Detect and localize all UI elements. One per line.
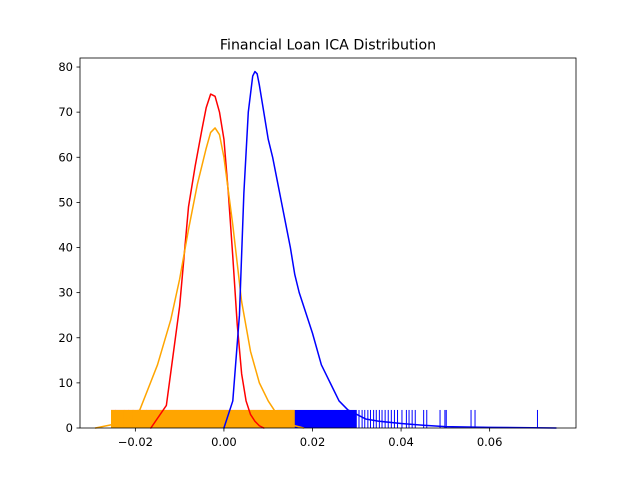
kde-line (150, 93, 265, 429)
y-tick-label: 0 (66, 421, 73, 435)
axes-frame (79, 57, 577, 429)
rug-layer (111, 409, 538, 428)
x-tick-label: 0.02 (300, 435, 326, 449)
plot-area (79, 57, 577, 429)
y-tick-label: 30 (58, 286, 73, 300)
axes-background (80, 58, 576, 428)
kde-line (94, 127, 305, 429)
y-axis: 0 10 20 30 40 50 60 70 80 (58, 60, 80, 435)
y-tick-label: 80 (58, 60, 73, 74)
kde-layer (94, 70, 557, 429)
x-tick-label: 0.06 (477, 435, 503, 449)
kde-line (223, 70, 557, 429)
y-tick-label: 50 (58, 195, 73, 209)
y-tick-label: 60 (58, 150, 73, 164)
x-tick-label: −0.02 (118, 435, 153, 449)
y-tick-label: 20 (58, 331, 73, 345)
x-tick-label: 0.00 (211, 435, 237, 449)
chart-title: Financial Loan ICA Distribution (220, 38, 436, 54)
y-tick-label: 70 (58, 105, 73, 119)
y-tick-label: 10 (58, 376, 73, 390)
rug-band (277, 409, 357, 428)
y-tick-label: 40 (58, 241, 73, 255)
x-tick-label: 0.04 (388, 435, 414, 449)
x-axis: −0.02 0.00 0.02 0.04 0.06 (118, 428, 503, 449)
rug-band (111, 409, 295, 428)
